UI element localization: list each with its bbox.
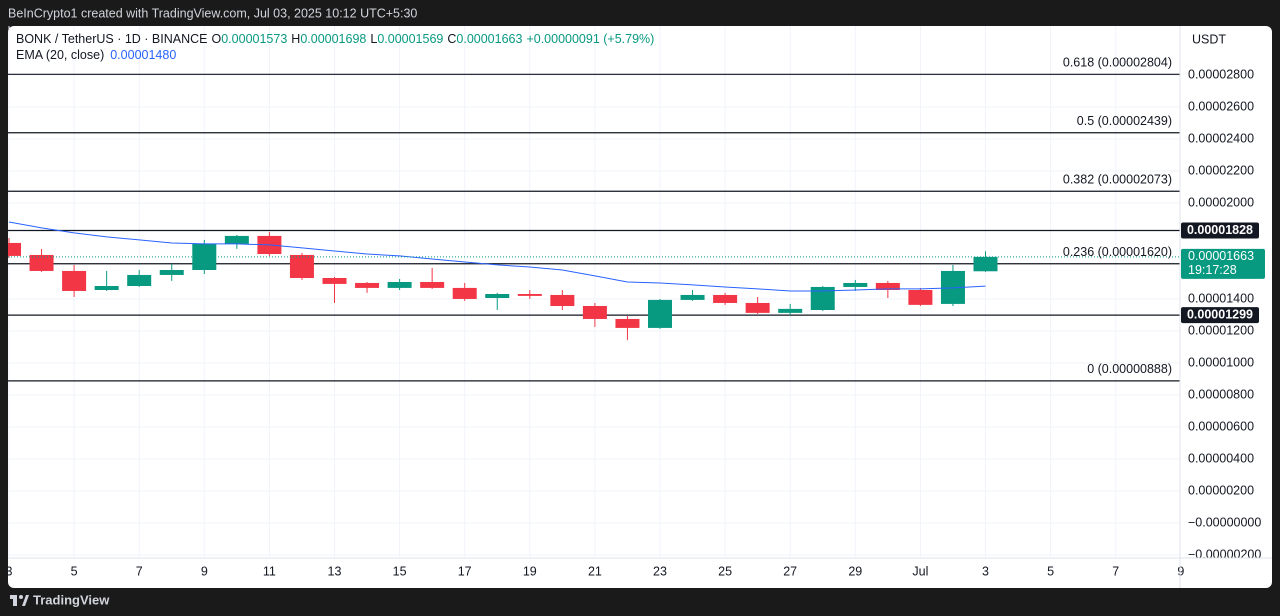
y-tick-label: 0.00002200 [1188,163,1254,177]
candle-body [713,294,738,303]
price-label: 0.00001828 [1187,223,1253,237]
x-tick-label: 3 [6,564,13,578]
ohlc-value: 0.00001573 [221,32,287,46]
y-tick-label: 0.00002000 [1188,195,1254,209]
attribution: BeInCrypto1 created with TradingView.com… [8,6,417,20]
candle-body [550,294,575,306]
x-tick-label: 15 [393,564,407,578]
fib-label: 0.236 (0.00001620) [1063,245,1172,259]
symbol: BONK / TetherUS · 1D · BINANCE [16,32,208,46]
candle-body [94,286,119,290]
x-tick-label: 9 [201,564,208,578]
footer [0,588,1280,616]
countdown: 19:17:28 [1188,263,1237,277]
x-tick-label: 27 [783,564,797,578]
fib-label: 0 (0.00000888) [1087,362,1172,376]
y-tick-label: −0.00000200 [1188,547,1261,561]
brand-logo [10,595,29,606]
ohlc-value: 0.00001663 [456,32,522,46]
y-tick-label: −0.00000000 [1188,515,1261,529]
fib-label: 0.5 (0.00002439) [1077,114,1172,128]
x-tick-label: 23 [653,564,667,578]
y-tick-label: 0.00000200 [1188,483,1254,497]
y-tick-label: 0.00002800 [1188,67,1254,81]
ema-line [8,221,986,292]
fib-label: 0.382 (0.00002073) [1063,173,1172,187]
x-tick-label: Jul [912,564,928,578]
candle-body [875,282,900,290]
candle-body [778,308,803,313]
last-price-label: 0.00001663 [1188,249,1254,263]
candle-body [224,235,249,244]
legend-symbol: BONK / TetherUS · 1D · BINANCE O0.0000157… [16,32,654,46]
y-tick-label: 0.00001400 [1188,291,1254,305]
candle-body [648,299,672,328]
x-tick-label: 19 [523,564,537,578]
x-tick-label: 13 [328,564,342,578]
y-tick-label: 0.00002400 [1188,131,1254,145]
y-tick-label: 0.00000800 [1188,387,1254,401]
x-tick-label: 29 [848,564,862,578]
y-tick-label: 0.00000600 [1188,419,1254,433]
x-tick-label: 25 [718,564,732,578]
legend-entry: EMA (20, close) [16,48,104,62]
ohlc-key: C [447,32,456,46]
ohlc-value: 0.00001569 [377,32,443,46]
candle-body [908,290,933,305]
change: +0.00000091 (+5.79%) [526,32,654,46]
x-tick-label: 11 [263,564,276,578]
candle-body [973,256,998,272]
x-tick-label: 3 [982,564,989,578]
candle-body [322,278,347,284]
x-tick-label: 5 [71,564,78,578]
candle-body [62,270,87,291]
x-tick-label: 7 [136,564,143,578]
currency: USDT [1192,32,1226,46]
candle-body [355,282,380,288]
y-tick-label: 0.00002600 [1188,99,1254,113]
legend-value: 0.00001480 [110,48,176,62]
fib-label: 0.618 (0.00002804) [1063,56,1172,70]
candle-body [420,282,445,288]
last-price-box [1181,248,1265,279]
candle-body [289,254,314,278]
candle-body [615,318,640,328]
axes: 0.00002800 0.00002600 0.00002400 0.00002200… [6,56,1265,578]
candle-body [680,294,705,300]
chart-panel [8,26,1272,588]
candle-body [29,254,54,271]
x-tick-label: 5 [1047,564,1054,578]
x-tick-label: 7 [1112,564,1119,578]
candle-body [452,287,477,299]
price-label-box [1181,222,1259,239]
legend-ema: EMA (20, close) 0.00001480 [16,48,176,62]
y-tick-label: 0.00001000 [1188,355,1254,369]
x-tick-label: 21 [588,564,602,578]
candle-body [159,270,184,275]
candle-body [582,306,607,319]
ohlc-value: 0.00001698 [300,32,366,46]
x-tick-label: 17 [458,564,472,578]
ohlc-key: H [291,32,300,46]
candle-body [485,294,510,298]
plot [8,73,1180,382]
candle-body [810,286,835,310]
candle-body [843,282,868,287]
price-label-box [1181,307,1259,324]
candle-body [387,282,412,288]
candle-body [745,302,770,313]
ohlc-key: O [212,32,222,46]
candle-body [8,242,21,256]
candle-body [517,294,542,296]
y-tick-label: 0.00001200 [1188,323,1254,337]
x-tick-label: 9 [1177,564,1184,578]
price-label: 0.00001299 [1187,307,1253,321]
ohlc-key: L [370,32,377,46]
brand: TradingView [33,592,110,607]
y-tick-label: 0.00000400 [1188,451,1254,465]
candle-body [127,274,152,286]
